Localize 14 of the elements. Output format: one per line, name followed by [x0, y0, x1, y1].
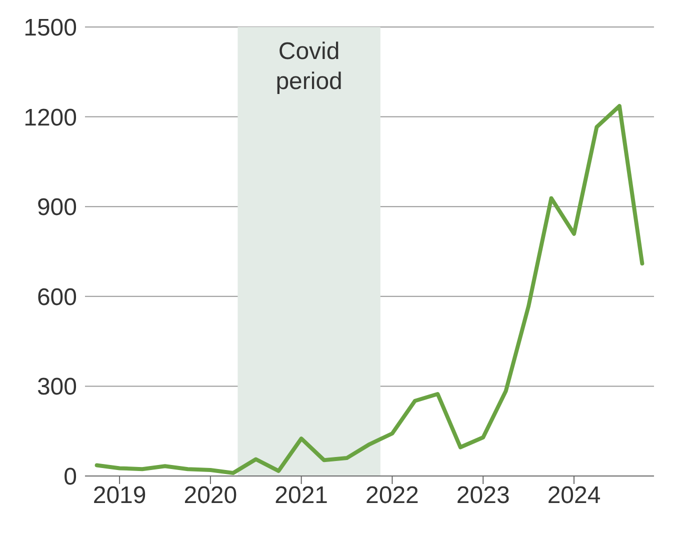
line-series: [94, 104, 644, 476]
band-label: Covid period: [276, 38, 342, 95]
x-tick-label: 2020: [184, 482, 238, 510]
y-tick-label: 0: [64, 464, 77, 491]
y-tick-label: 1500: [24, 14, 77, 42]
x-tick-label: 2021: [274, 482, 328, 510]
y-tick-label: 1200: [24, 104, 77, 132]
y-tick-label: 600: [36, 284, 77, 311]
x-tick-label: 2023: [456, 482, 510, 510]
x-tick-label: 2019: [92, 482, 146, 510]
y-tick-label: 300: [36, 374, 77, 401]
y-tick-label: 900: [36, 194, 77, 222]
x-tick-label: 2022: [366, 482, 419, 510]
x-tick-label: 2024: [547, 482, 601, 510]
